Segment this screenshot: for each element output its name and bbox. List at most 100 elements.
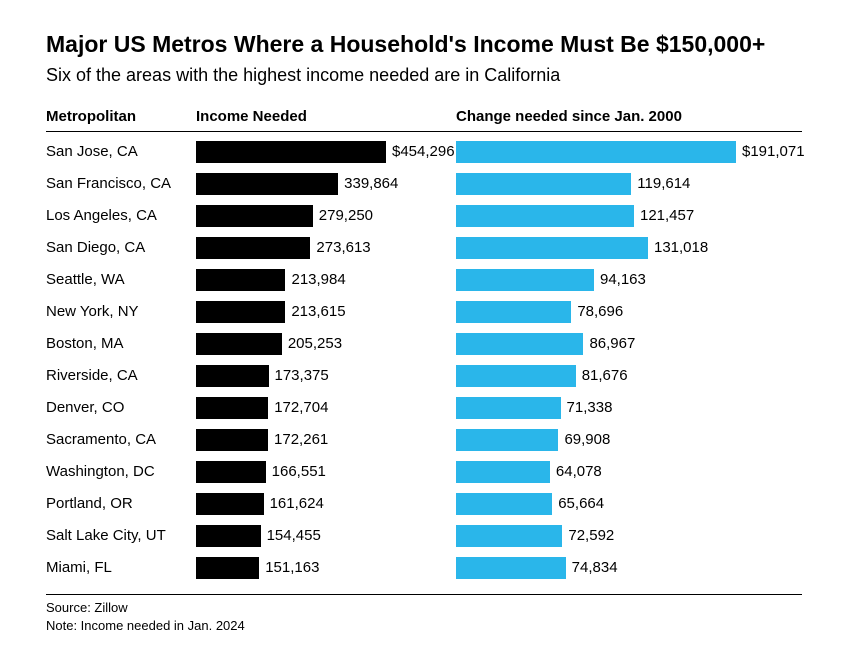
income-value: 339,864 [344, 175, 398, 192]
income-value: 172,261 [274, 431, 328, 448]
change-cell: 72,592 [456, 525, 802, 547]
change-value: 71,338 [567, 399, 613, 416]
footnote: Source: Zillow Note: Income needed in Ja… [46, 594, 802, 635]
income-value: 273,613 [316, 239, 370, 256]
income-bar [196, 429, 268, 451]
change-value: 119,614 [637, 175, 690, 192]
table-row: Washington, DC 166,551 64,078 [46, 456, 802, 488]
income-bar [196, 237, 310, 259]
income-cell: 279,250 [196, 205, 456, 227]
income-value: 213,615 [291, 303, 345, 320]
metro-label: San Francisco, CA [46, 175, 196, 192]
table-row: Salt Lake City, UT 154,455 72,592 [46, 520, 802, 552]
change-value: 94,163 [600, 271, 646, 288]
chart-title: Major US Metros Where a Household's Inco… [46, 30, 802, 59]
change-bar [456, 397, 561, 419]
income-cell: 154,455 [196, 525, 456, 547]
income-bar [196, 205, 313, 227]
income-value: 173,375 [275, 367, 329, 384]
table-row: Denver, CO 172,704 71,338 [46, 392, 802, 424]
chart-container: Major US Metros Where a Household's Inco… [0, 0, 848, 655]
change-value: 131,018 [654, 239, 708, 256]
metro-label: New York, NY [46, 303, 196, 320]
metro-label: Portland, OR [46, 495, 196, 512]
change-bar [456, 429, 558, 451]
footnote-source: Source: Zillow [46, 599, 802, 617]
income-value: 172,704 [274, 399, 328, 416]
income-cell: 213,984 [196, 269, 456, 291]
table-row: Seattle, WA213,984 94,163 [46, 264, 802, 296]
income-cell: 213,615 [196, 301, 456, 323]
income-bar [196, 269, 285, 291]
income-cell: 273,613 [196, 237, 456, 259]
income-value: 279,250 [319, 207, 373, 224]
change-bar [456, 141, 736, 163]
change-cell: $191,071 [456, 141, 805, 163]
metro-label: Riverside, CA [46, 367, 196, 384]
metro-label: Los Angeles, CA [46, 207, 196, 224]
income-value: $454,296 [392, 143, 455, 160]
metro-label: Boston, MA [46, 335, 196, 352]
metro-label: Denver, CO [46, 399, 196, 416]
change-cell: 69,908 [456, 429, 802, 451]
income-value: 166,551 [272, 463, 326, 480]
metro-label: Salt Lake City, UT [46, 527, 196, 544]
change-cell: 131,018 [456, 237, 802, 259]
chart-rows: San Jose, CA $454,296 $191,071 San Francisc… [46, 136, 802, 584]
income-cell: $454,296 [196, 141, 456, 163]
change-cell: 119,614 [456, 173, 802, 195]
change-bar [456, 237, 648, 259]
change-value: 64,078 [556, 463, 602, 480]
income-bar [196, 301, 285, 323]
change-value: 121,457 [640, 207, 694, 224]
metro-label: San Jose, CA [46, 143, 196, 160]
income-bar [196, 333, 282, 355]
table-row: Riverside, CA 173,375 81,676 [46, 360, 802, 392]
income-bar [196, 173, 338, 195]
income-bar [196, 557, 259, 579]
change-bar [456, 525, 562, 547]
change-value: 74,834 [572, 559, 618, 576]
change-cell: 74,834 [456, 557, 802, 579]
table-row: Sacramento, CA 172,261 69,908 [46, 424, 802, 456]
header-metro: Metropolitan [46, 108, 196, 125]
column-headers: Metropolitan Income Needed Change needed… [46, 108, 802, 132]
metro-label: Washington, DC [46, 463, 196, 480]
chart-subtitle: Six of the areas with the highest income… [46, 65, 802, 86]
change-value: $191,071 [742, 143, 805, 160]
income-bar [196, 461, 266, 483]
change-value: 81,676 [582, 367, 628, 384]
change-cell: 64,078 [456, 461, 802, 483]
change-bar [456, 557, 566, 579]
income-cell: 339,864 [196, 173, 456, 195]
income-bar [196, 397, 268, 419]
change-bar [456, 493, 552, 515]
income-bar [196, 141, 386, 163]
change-value: 72,592 [568, 527, 614, 544]
metro-label: Seattle, WA [46, 271, 196, 288]
income-value: 151,163 [265, 559, 319, 576]
change-cell: 94,163 [456, 269, 802, 291]
table-row: Portland, OR161,62465,664 [46, 488, 802, 520]
change-bar [456, 269, 594, 291]
table-row: Miami, FL151,16374,834 [46, 552, 802, 584]
change-bar [456, 461, 550, 483]
header-income: Income Needed [196, 108, 456, 125]
table-row: Los Angeles, CA 279,250 121,457 [46, 200, 802, 232]
income-cell: 173,375 [196, 365, 456, 387]
income-bar [196, 525, 261, 547]
change-cell: 71,338 [456, 397, 802, 419]
change-bar [456, 173, 631, 195]
change-bar [456, 205, 634, 227]
table-row: San Jose, CA $454,296 $191,071 [46, 136, 802, 168]
change-cell: 78,696 [456, 301, 802, 323]
footnote-note: Note: Income needed in Jan. 2024 [46, 617, 802, 635]
change-cell: 121,457 [456, 205, 802, 227]
change-cell: 86,967 [456, 333, 802, 355]
income-value: 154,455 [267, 527, 321, 544]
metro-label: Sacramento, CA [46, 431, 196, 448]
income-cell: 161,624 [196, 493, 456, 515]
change-value: 69,908 [564, 431, 610, 448]
income-cell: 172,704 [196, 397, 456, 419]
change-cell: 65,664 [456, 493, 802, 515]
